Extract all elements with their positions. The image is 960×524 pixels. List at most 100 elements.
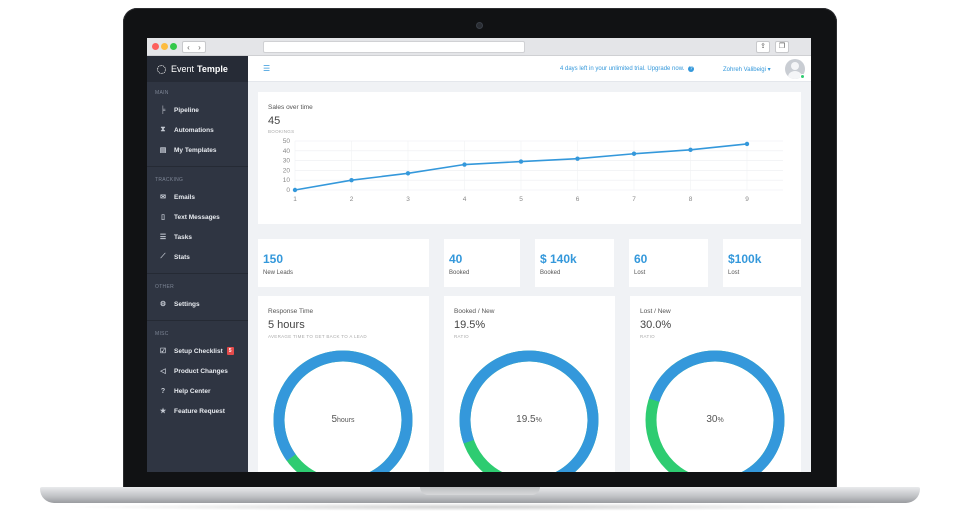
maximize-window-dot[interactable]	[170, 43, 177, 50]
stat-value: 150	[263, 252, 284, 266]
x-tick-label: 6	[576, 196, 580, 203]
stat-card[interactable]: 150 New Leads	[258, 239, 429, 287]
x-tick-label: 7	[632, 196, 636, 203]
y-tick-label: 0	[286, 187, 290, 194]
stat-value: $100k	[728, 252, 762, 266]
online-status-icon	[800, 74, 805, 79]
donut-center-unit: %	[717, 417, 724, 424]
forward-icon[interactable]: ›	[198, 42, 201, 52]
menu-toggle-icon[interactable]: ☰	[263, 64, 271, 73]
sidebar-item-label: Emails	[174, 193, 195, 201]
sidebar-item-label: Feature Request	[174, 407, 225, 415]
sales-data-point	[462, 162, 467, 167]
sidebar-item-emails[interactable]: ✉ Emails	[147, 187, 248, 207]
sales-data-point	[518, 159, 524, 164]
laptop-shadow	[60, 503, 900, 511]
donut-center-unit: hours	[337, 417, 355, 424]
templates-icon: ▤	[159, 147, 167, 154]
pipeline-icon: ╞	[160, 106, 166, 114]
phone-icon: ▯	[161, 214, 165, 221]
back-icon[interactable]: ‹	[187, 42, 190, 52]
sidebar-divider	[147, 320, 248, 321]
sidebar-item-tasks[interactable]: ☰ Tasks	[147, 227, 248, 247]
sidebar-divider	[147, 273, 248, 274]
x-tick-label: 1	[293, 196, 297, 203]
app-screen: ‹ › ⇪ ❐ Event Temple MAIN ╞ Pipeline ⧗ Autom…	[147, 38, 811, 472]
sidebar-item-label: Setup Checklist	[174, 347, 223, 355]
metric-subtitle: AVERAGE TIME TO GET BACK TO A LEAD	[268, 334, 367, 339]
donut-center-label: 19.5%	[499, 414, 559, 425]
sales-data-point	[688, 147, 693, 153]
x-tick-label: 3	[406, 196, 410, 203]
close-window-dot[interactable]	[152, 43, 159, 50]
metric-title: Booked / New	[454, 308, 495, 315]
stat-value: 40	[449, 252, 463, 266]
sales-line-chart: 0 10 20 30 40 50 1 2 3 4 5 6 7 8 9	[283, 138, 783, 203]
sales-title: Sales over time	[268, 104, 313, 111]
sidebar-item-setup-checklist[interactable]: ☑ Setup Checklist 5	[147, 341, 248, 361]
y-tick-label: 50	[283, 138, 291, 145]
stat-card[interactable]: $100k Lost	[723, 239, 801, 287]
metric-donut-card[interactable]: Lost / New 30.0% RATIO 30%	[630, 296, 801, 472]
webcam	[476, 22, 483, 29]
stat-card[interactable]: $ 140k Booked	[535, 239, 614, 287]
notification-badge: 5	[226, 347, 234, 355]
sales-unit: BOOKINGS	[268, 129, 295, 134]
stat-label: Lost	[728, 270, 740, 276]
metric-donut-card[interactable]: Booked / New 19.5% RATIO 19.5%	[444, 296, 615, 472]
sidebar-section-title: MAIN	[155, 90, 169, 96]
checkbox-icon: ☑	[159, 348, 167, 355]
stat-value: 60	[634, 252, 648, 266]
donut-center-label: 30%	[685, 414, 745, 425]
x-tick-label: 5	[519, 196, 523, 203]
sidebar-item-label: Automations	[174, 126, 214, 134]
sidebar-item-settings[interactable]: ⚙ Settings	[147, 294, 248, 314]
question-icon: ?	[160, 387, 166, 395]
stat-card[interactable]: 40 Booked	[444, 239, 520, 287]
sidebar-item-help-center[interactable]: ? Help Center	[147, 381, 248, 401]
sidebar-item-pipeline[interactable]: ╞ Pipeline	[147, 100, 248, 120]
address-bar[interactable]	[263, 41, 525, 53]
envelope-icon: ✉	[160, 194, 166, 201]
sidebar-item-product-changes[interactable]: ◁ Product Changes	[147, 361, 248, 381]
user-menu[interactable]: Zohreh Valibeigi ▾	[723, 67, 771, 73]
sidebar-item-my-templates[interactable]: ▤ My Templates	[147, 140, 248, 160]
trial-notice[interactable]: 4 days left in your unlimited trial. Upg…	[560, 66, 695, 72]
gears-icon: ⚙	[159, 301, 167, 308]
sidebar-item-label: Tasks	[174, 233, 192, 241]
trial-text[interactable]: 4 days left in your unlimited trial. Upg…	[560, 66, 685, 72]
sidebar-item-feature-request[interactable]: ★ Feature Request	[147, 401, 248, 421]
metric-value: 30.0%	[640, 319, 672, 331]
sidebar: Event Temple MAIN ╞ Pipeline ⧗ Automations ▤ M…	[147, 56, 248, 472]
donut-chart	[459, 350, 599, 472]
sidebar-section-title: MISC	[155, 331, 169, 337]
laptop-base	[40, 487, 920, 503]
sidebar-item-label: Product Changes	[174, 367, 228, 375]
stat-label: New Leads	[263, 270, 294, 276]
sidebar-item-label: Stats	[174, 253, 190, 261]
event-temple-logo-icon	[157, 64, 166, 74]
brand-logo[interactable]: Event Temple	[147, 56, 248, 82]
donut-chart	[273, 350, 413, 472]
laptop-notch	[420, 487, 540, 495]
share-icon[interactable]: ⇪	[756, 41, 770, 53]
tabs-icon[interactable]: ❐	[775, 41, 789, 53]
sidebar-item-stats[interactable]: ⟋ Stats	[147, 247, 248, 267]
donut-value-arc	[459, 350, 599, 472]
stat-card[interactable]: 60 Lost	[629, 239, 708, 287]
sidebar-section-title: TRACKING	[155, 177, 184, 183]
help-circle-icon[interactable]: ?	[688, 66, 695, 72]
metric-title: Response Time	[268, 308, 314, 315]
sidebar-item-label: Pipeline	[174, 106, 199, 114]
metric-value: 19.5%	[454, 319, 486, 331]
minimize-window-dot[interactable]	[161, 43, 168, 50]
donut-center-value: 19.5	[516, 414, 536, 425]
stat-label: Booked	[540, 270, 561, 276]
sidebar-item-label: Help Center	[174, 387, 211, 395]
hourglass-icon: ⧗	[160, 126, 166, 133]
metric-donut-card[interactable]: Response Time 5 hours AVERAGE TIME TO GET …	[258, 296, 429, 472]
donut-center-value: 5	[331, 414, 338, 425]
metric-subtitle: RATIO	[454, 334, 469, 339]
sidebar-item-automations[interactable]: ⧗ Automations	[147, 120, 248, 140]
sidebar-item-text-messages[interactable]: ▯ Text Messages	[147, 207, 248, 227]
